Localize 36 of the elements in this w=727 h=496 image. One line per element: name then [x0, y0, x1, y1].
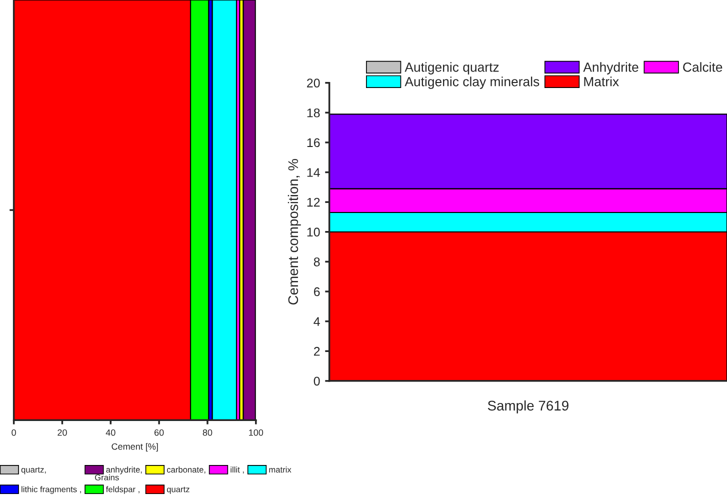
y-tick-label: 2 [314, 346, 320, 356]
legend-label: illit , [230, 466, 244, 474]
y-tick-label: 18 [307, 108, 320, 118]
legend-label: lithic fragments , [22, 486, 81, 494]
y-tick-label: 16 [307, 138, 320, 148]
x-axis-title: Cement [%] [112, 443, 158, 452]
text: Grains [95, 474, 119, 480]
x-tick-label: 0 [12, 429, 16, 436]
x-tick-label: 100 [249, 429, 264, 436]
legend-label: Autigenic clay minerals [404, 76, 540, 89]
x-tick-label: Sample 7619 [488, 400, 568, 414]
legend-label: Matrix [584, 76, 619, 86]
x-tick-label: 80 [202, 429, 212, 436]
y-tick-label: 4 [314, 317, 320, 326]
y-tick-label: 0 [314, 376, 320, 386]
y-tick-label: 14 [307, 168, 320, 177]
x-tick-label: 60 [154, 429, 164, 436]
y-tick-label: 12 [307, 198, 320, 207]
legend-label: feldspar , [106, 486, 140, 494]
x-tick-label: 40 [106, 429, 116, 436]
legend-label: anhydrite, [106, 466, 142, 474]
y-tick-label: 20 [307, 78, 320, 88]
bar [212, 0, 238, 420]
legend-label: Calcite [683, 62, 722, 72]
bar [242, 0, 256, 420]
legend-label: quartz, [21, 467, 46, 474]
legend-label: quartz [166, 486, 190, 494]
legend-label: Anhydrite [583, 62, 638, 74]
y-tick-label: 6 [314, 287, 320, 296]
legend-label: Autigenic quartz [404, 62, 499, 74]
legend-label: carbonate, [166, 466, 206, 474]
x-tick-label: 20 [58, 429, 67, 436]
legend-label: matrix [269, 466, 292, 473]
y-axis-title: Cement composition, % [288, 159, 301, 305]
y-tick-label: 8 [314, 257, 320, 266]
y-tick-label: 10 [307, 228, 320, 237]
